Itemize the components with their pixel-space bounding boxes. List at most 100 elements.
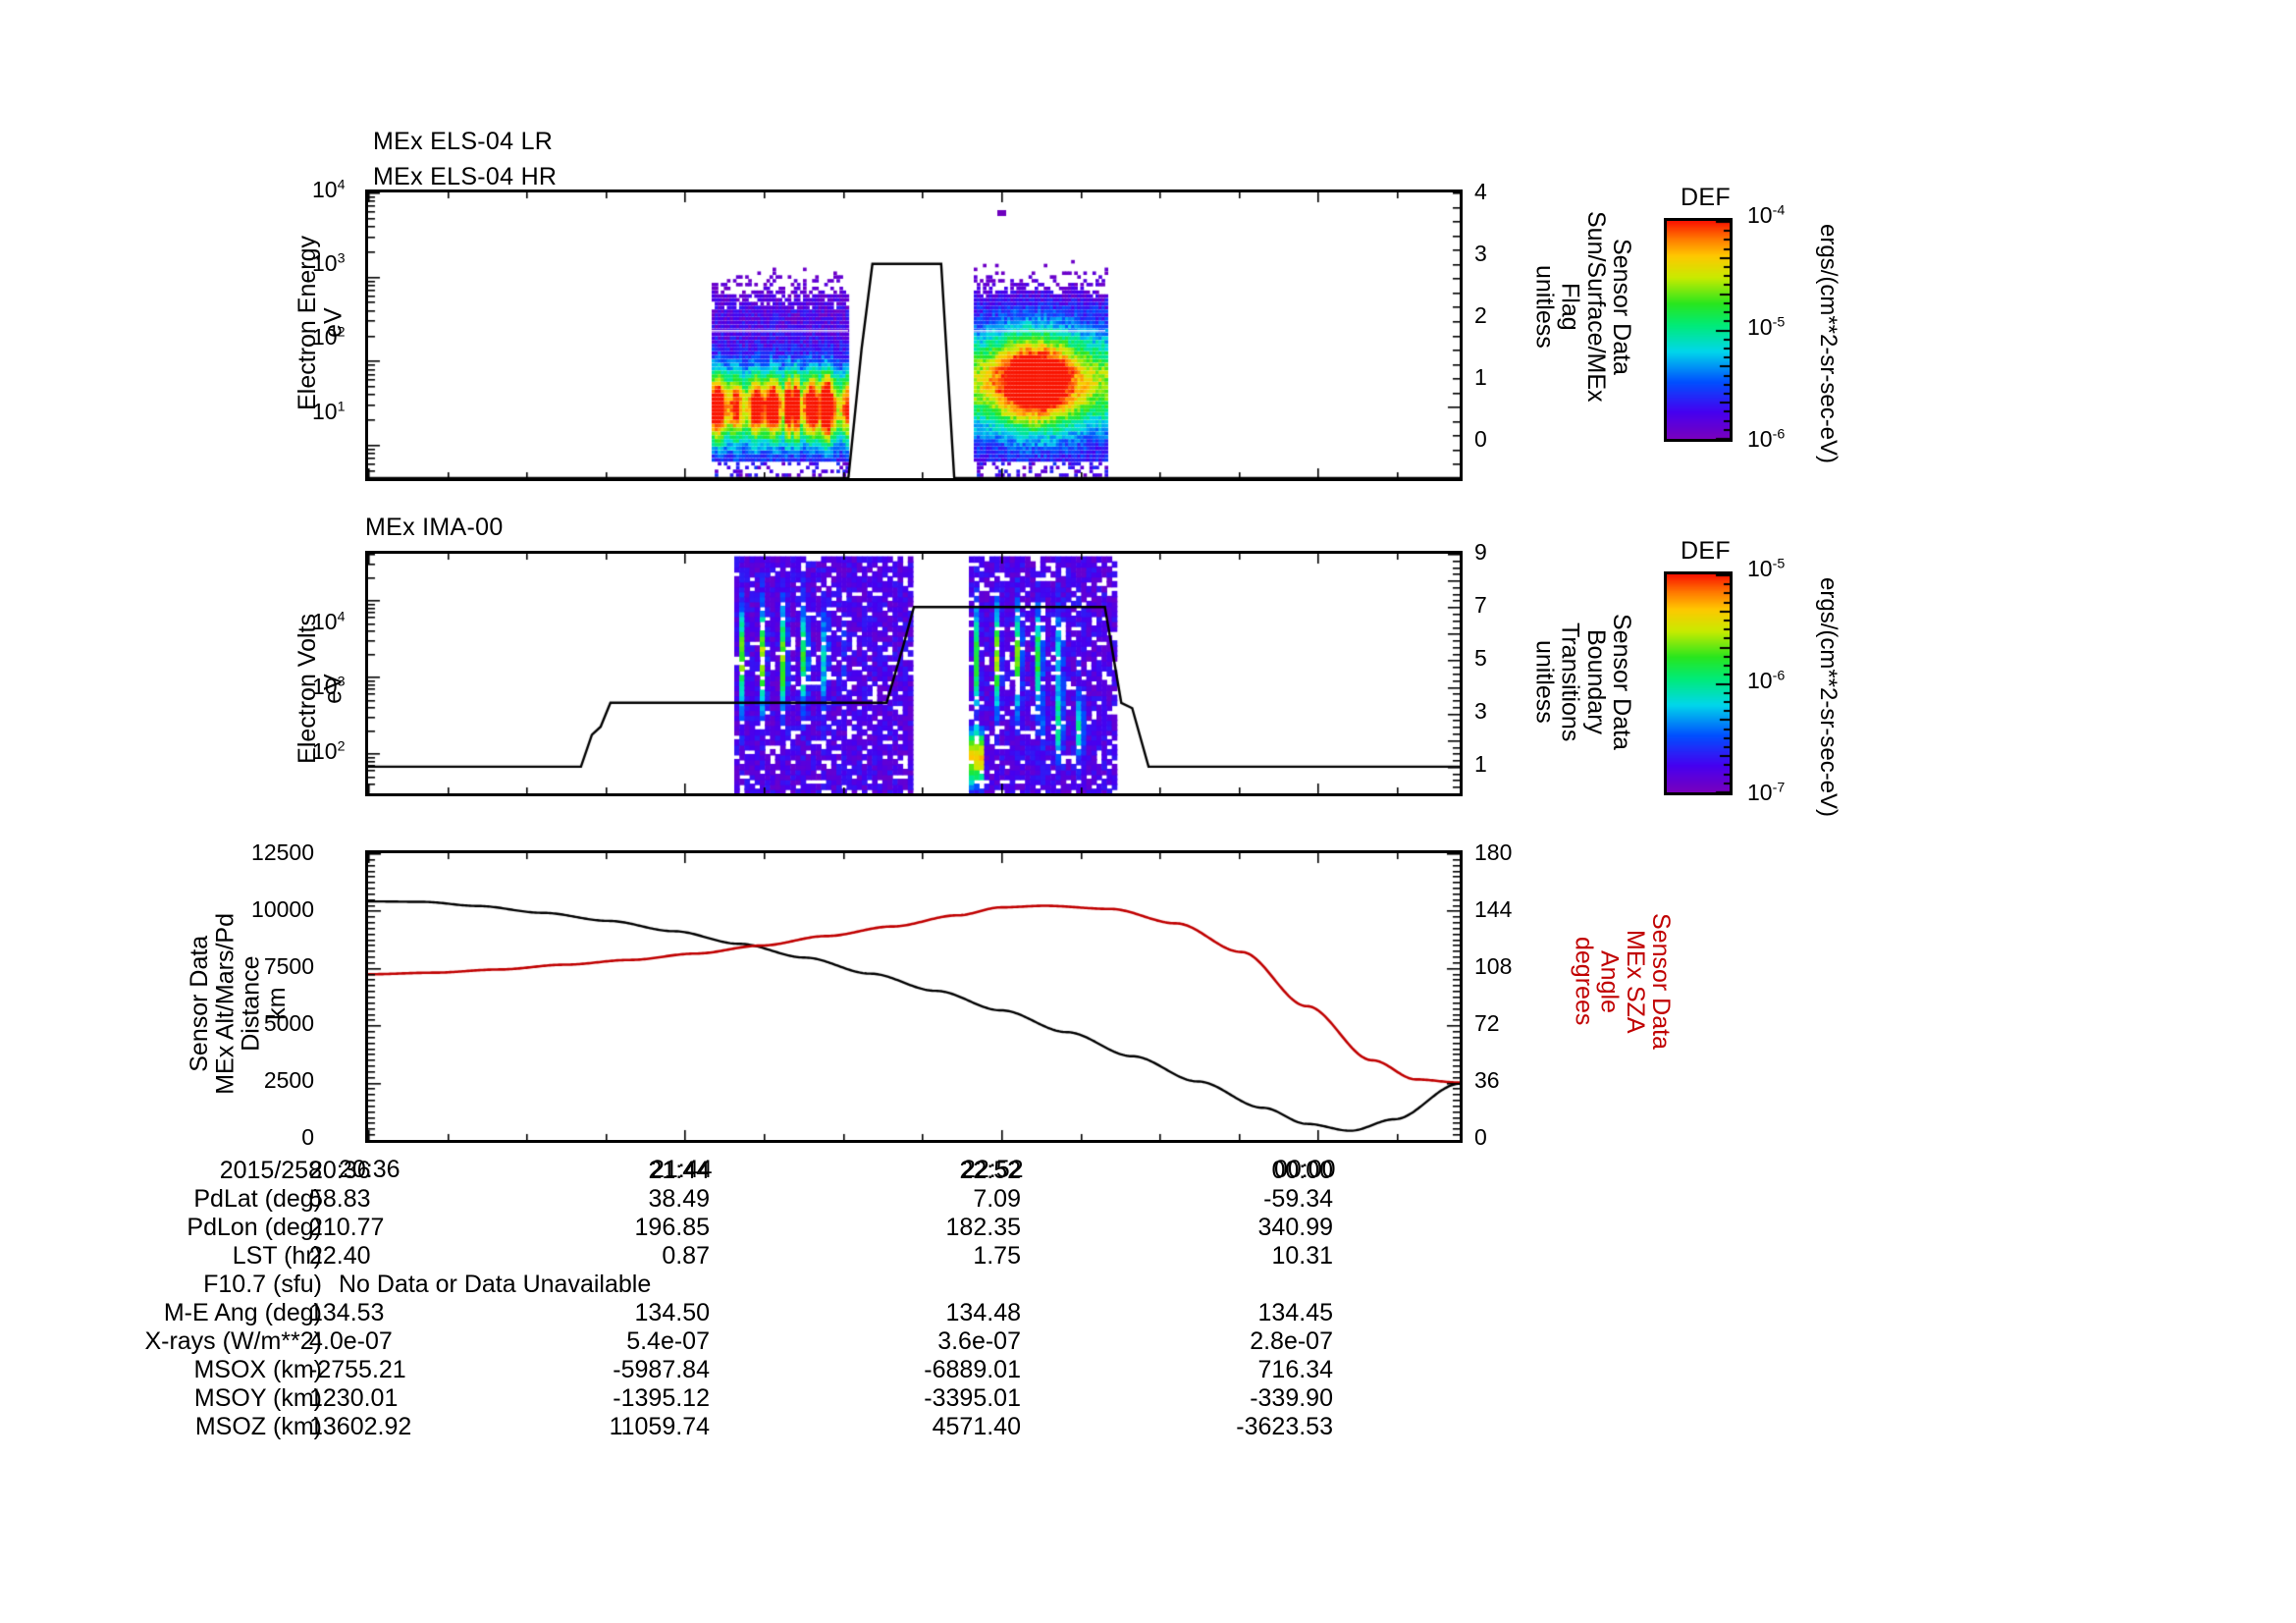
table-cell: -3395.01 xyxy=(924,1384,1021,1412)
panel3-left-tick-5000: 5000 xyxy=(263,1010,314,1036)
panel3-right-tick-0: 0 xyxy=(1474,1124,1487,1150)
table-cell: 196.85 xyxy=(634,1214,710,1241)
panel1-title-lr: MEx ELS-04 LR xyxy=(373,128,554,155)
table-cell: 7.09 xyxy=(973,1185,1021,1213)
time-tick-label-2: 22:52 xyxy=(962,1156,1024,1183)
time-tick-label-1: 21:44 xyxy=(651,1156,713,1183)
panel3-right-tick-72: 72 xyxy=(1474,1010,1500,1036)
table-cell: 210.77 xyxy=(309,1214,385,1241)
table-cell: -3623.53 xyxy=(1236,1413,1333,1440)
panel2-right-tick-5: 5 xyxy=(1474,645,1487,671)
panel2-right-tick-9: 9 xyxy=(1474,539,1487,565)
table-cell: 134.45 xyxy=(1257,1299,1333,1326)
table-cell: -6889.01 xyxy=(924,1356,1021,1383)
table-cell: -1395.12 xyxy=(613,1384,710,1412)
table-cell: 134.50 xyxy=(634,1299,710,1326)
panel3-right-tick-144: 144 xyxy=(1474,896,1513,922)
panel2-left-tick-10e2: 102 xyxy=(312,738,346,764)
panel2-plot-frame[interactable] xyxy=(365,551,1463,796)
table-cell: 4.0e-07 xyxy=(309,1327,393,1355)
table-cell: 1230.01 xyxy=(309,1384,399,1412)
panel3-right-axis-label: Sensor Data MEx SZA Angle degrees xyxy=(1570,913,1675,1050)
panel1-right-tick-0: 0 xyxy=(1474,426,1487,452)
table-cell: 340.99 xyxy=(1257,1214,1333,1241)
panel2-right-axis-label: Sensor Data Boundary Transitions unitless xyxy=(1530,614,1635,750)
time-tick-label-0: 20:36 xyxy=(339,1156,400,1183)
table-cell: 58.83 xyxy=(309,1185,371,1213)
colorbar1-tick-top: 10-4 xyxy=(1747,202,1786,228)
colorbar2-tick-top: 10-5 xyxy=(1747,556,1786,581)
panel3-left-tick-10000: 10000 xyxy=(251,896,314,922)
panel1-left-tick-10e3: 103 xyxy=(312,250,346,276)
panel1-right-axis-label: Sensor Data Sun/Surface/MEx Flag unitless xyxy=(1530,211,1635,403)
table-cell: 21:44 xyxy=(648,1157,710,1184)
panel1-right-tick-4: 4 xyxy=(1474,179,1487,204)
panel1-left-tick-10e4: 104 xyxy=(312,177,346,202)
table-cell: 182.35 xyxy=(945,1214,1021,1241)
panel3-left-tick-0: 0 xyxy=(301,1124,314,1150)
panel3-left-tick-7500: 7500 xyxy=(263,953,314,979)
table-cell: -59.34 xyxy=(1263,1185,1333,1213)
table-row-label: PdLat (deg) xyxy=(193,1185,322,1213)
panel3-right-tick-180: 180 xyxy=(1474,839,1513,865)
table-cell: 134.48 xyxy=(945,1299,1021,1326)
table-row-label: F10.7 (sfu) xyxy=(203,1271,322,1298)
table-row-label: 2015/258 xyxy=(219,1157,322,1184)
table-row-label: LST (hr) xyxy=(232,1242,322,1270)
table-cell: 0.87 xyxy=(662,1242,710,1270)
table-row-label: M-E Ang (deg) xyxy=(163,1299,322,1326)
table-cell: 20:36 xyxy=(309,1157,371,1184)
panel1-right-tick-2: 2 xyxy=(1474,302,1487,328)
table-cell: 1.75 xyxy=(973,1242,1021,1270)
table-row-label: MSOY (km) xyxy=(193,1384,322,1412)
table-cell: 4571.40 xyxy=(932,1413,1021,1440)
table-cell: 13602.92 xyxy=(309,1413,412,1440)
panel1-plot-frame[interactable] xyxy=(365,189,1463,481)
colorbar1-gradient xyxy=(1664,218,1733,442)
table-row-label: MSOZ (km) xyxy=(194,1413,322,1440)
panel3-left-tick-2500: 2500 xyxy=(263,1067,314,1093)
panel3-right-tick-36: 36 xyxy=(1474,1067,1500,1093)
panel1-right-tick-1: 1 xyxy=(1474,364,1487,390)
panel2-left-tick-10e4: 104 xyxy=(312,609,346,634)
table-cell: 22:52 xyxy=(959,1157,1021,1184)
table-cell: 22.40 xyxy=(309,1242,371,1270)
panel2-right-tick-3: 3 xyxy=(1474,698,1487,724)
table-row-label: MSOX (km) xyxy=(193,1356,322,1383)
colorbar2-tick-bottom: 10-7 xyxy=(1747,780,1786,805)
table-cell: -339.90 xyxy=(1250,1384,1333,1412)
panel1-left-tick-10e1: 101 xyxy=(312,399,346,424)
table-cell: 5.4e-07 xyxy=(626,1327,710,1355)
table-row-label: PdLon (deg) xyxy=(187,1214,322,1241)
table-row-label: X-rays (W/m**2) xyxy=(144,1327,322,1355)
panel3-left-tick-12500: 12500 xyxy=(251,839,314,865)
table-cell: 10.31 xyxy=(1271,1242,1333,1270)
table-cell: 716.34 xyxy=(1257,1356,1333,1383)
panel2-left-tick-10e3: 103 xyxy=(312,674,346,699)
table-cell: 2.8e-07 xyxy=(1250,1327,1333,1355)
panel2-right-tick-7: 7 xyxy=(1474,592,1487,618)
table-cell: No Data or Data Unavailable xyxy=(339,1271,652,1298)
colorbar1-title: DEF xyxy=(1681,184,1731,211)
table-cell: 11059.74 xyxy=(609,1413,710,1440)
colorbar2-tick-mid: 10-6 xyxy=(1747,668,1786,693)
panel1-left-tick-10e2: 102 xyxy=(312,324,346,350)
panel3-plot-frame[interactable] xyxy=(365,850,1463,1143)
table-cell: 00:00 xyxy=(1271,1157,1333,1184)
colorbar1-units: ergs/(cm**2-sr-sec-eV) xyxy=(1815,224,1842,464)
table-cell: -5987.84 xyxy=(613,1356,710,1383)
panel1-right-tick-3: 3 xyxy=(1474,241,1487,266)
colorbar2-title: DEF xyxy=(1681,537,1731,565)
colorbar2-gradient xyxy=(1664,571,1733,795)
time-tick-label-3: 00:00 xyxy=(1274,1156,1336,1183)
panel1-title-hr: MEx ELS-04 HR xyxy=(373,163,558,190)
colorbar2-units: ergs/(cm**2-sr-sec-eV) xyxy=(1815,577,1842,818)
colorbar1-tick-bottom: 10-6 xyxy=(1747,426,1786,452)
panel3-right-tick-108: 108 xyxy=(1474,953,1513,979)
colorbar1-tick-mid: 10-5 xyxy=(1747,314,1786,340)
panel2-right-tick-1: 1 xyxy=(1474,751,1487,777)
panel2-title: MEx IMA-00 xyxy=(365,514,504,541)
table-cell: 38.49 xyxy=(648,1185,710,1213)
table-cell: 134.53 xyxy=(309,1299,385,1326)
table-cell: 3.6e-07 xyxy=(937,1327,1021,1355)
